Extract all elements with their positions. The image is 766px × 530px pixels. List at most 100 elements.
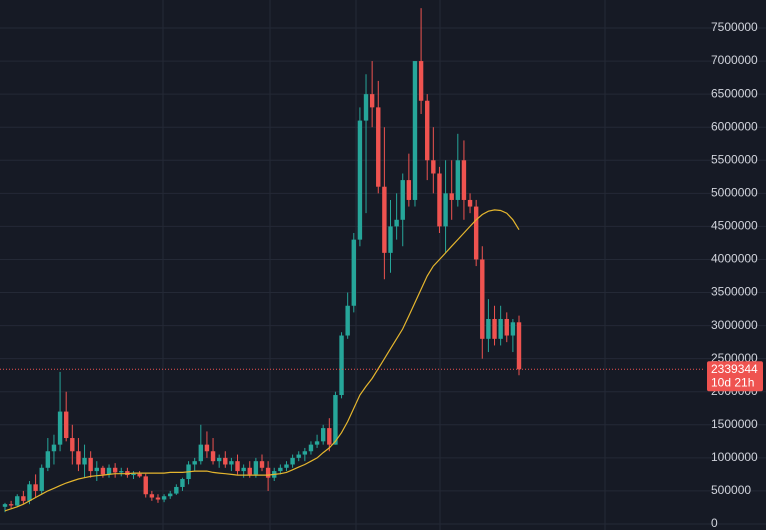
candle-body xyxy=(253,461,259,475)
candle-body xyxy=(241,467,246,472)
y-tick-label: 500000 xyxy=(711,483,751,497)
candle-body xyxy=(265,467,271,478)
candle-body xyxy=(216,457,222,462)
y-tick-label: 5000000 xyxy=(711,186,758,200)
last-price-label: 2339344 xyxy=(711,362,758,376)
candle-body xyxy=(308,444,314,452)
candle-body xyxy=(498,318,503,339)
candle-body xyxy=(431,160,436,174)
candle-body xyxy=(174,486,179,494)
candle-body xyxy=(198,444,204,462)
candle-body xyxy=(296,454,301,458)
candle-body xyxy=(492,318,497,339)
vertical-grid xyxy=(162,0,606,530)
candle-body xyxy=(125,471,130,476)
candle-body xyxy=(284,464,289,468)
candle-body xyxy=(418,61,424,101)
y-tick-label: 6000000 xyxy=(711,119,758,133)
candle-body xyxy=(443,193,448,227)
candle-body xyxy=(70,438,75,452)
candle-body xyxy=(192,461,197,465)
candle-body xyxy=(229,461,234,465)
candle-body xyxy=(290,457,295,465)
candle-body xyxy=(388,226,393,253)
candle-body xyxy=(45,451,51,468)
y-tick-label: 4500000 xyxy=(711,219,758,233)
candle-body xyxy=(8,504,14,506)
y-tick-label: 4000000 xyxy=(711,252,758,266)
candle-body xyxy=(425,100,430,161)
candle-body xyxy=(259,461,265,468)
candle-body xyxy=(119,471,124,473)
candle-body xyxy=(467,199,473,207)
candle-body xyxy=(106,467,112,475)
candle-body xyxy=(394,219,399,227)
candle-body xyxy=(155,497,161,500)
candle-body xyxy=(168,493,173,497)
candle-body xyxy=(131,473,136,476)
candle-body xyxy=(412,61,418,200)
candle-body xyxy=(82,457,87,465)
candle-body xyxy=(486,318,491,339)
candle-body xyxy=(376,107,381,187)
candle-body xyxy=(112,467,118,473)
candle-body xyxy=(88,457,93,472)
candle-body xyxy=(480,259,485,339)
candle-body xyxy=(33,484,38,491)
moving-average-line xyxy=(4,209,520,512)
candle-body xyxy=(39,467,44,491)
y-tick-label: 1000000 xyxy=(711,450,758,464)
countdown-label: 10d 21h xyxy=(711,375,754,389)
price-label-box xyxy=(707,361,763,392)
candle-body xyxy=(143,476,148,495)
candle-body xyxy=(461,160,467,200)
candle-body xyxy=(235,461,240,472)
candle-body xyxy=(57,411,63,445)
y-tick-label: 3000000 xyxy=(711,318,758,332)
candle-body xyxy=(63,411,69,439)
candle-body xyxy=(320,428,326,442)
candle-body xyxy=(94,467,99,472)
candle-body xyxy=(369,94,375,108)
candle-body xyxy=(437,173,442,227)
candle-body xyxy=(223,457,228,465)
candle-body xyxy=(27,484,32,501)
y-tick-label: 7000000 xyxy=(711,53,758,67)
candle-body xyxy=(278,467,283,472)
candle-body xyxy=(302,451,308,455)
candle-body xyxy=(382,186,387,253)
candle-body xyxy=(345,305,350,336)
candle-body xyxy=(314,441,320,445)
candle-body xyxy=(455,160,461,200)
candle-body xyxy=(504,318,509,336)
candle-body xyxy=(351,239,356,306)
candle-body xyxy=(516,322,522,370)
candle-body xyxy=(473,206,479,260)
candle-body xyxy=(333,395,338,445)
candle-body xyxy=(210,451,216,462)
candle-body xyxy=(327,428,332,445)
y-tick-label: 6500000 xyxy=(711,86,758,100)
candle-body xyxy=(137,473,142,477)
candle-body xyxy=(510,322,516,336)
y-tick-label: 0 xyxy=(711,516,718,530)
y-tick-label: 5500000 xyxy=(711,152,758,166)
candle-body xyxy=(2,504,8,507)
y-tick-label: 3500000 xyxy=(711,285,758,299)
candle-body xyxy=(100,467,106,475)
candle-body xyxy=(180,479,185,487)
candle-body xyxy=(449,193,454,200)
candle-body xyxy=(161,496,167,500)
candle-body xyxy=(21,496,26,501)
candle-body xyxy=(357,120,363,240)
candle-body xyxy=(400,180,405,220)
y-tick-label: 1500000 xyxy=(711,417,758,431)
candle-body xyxy=(204,444,210,452)
candle-body xyxy=(339,335,344,396)
candle-body xyxy=(363,94,369,121)
candle-body xyxy=(15,496,20,506)
candle-body xyxy=(247,467,252,475)
